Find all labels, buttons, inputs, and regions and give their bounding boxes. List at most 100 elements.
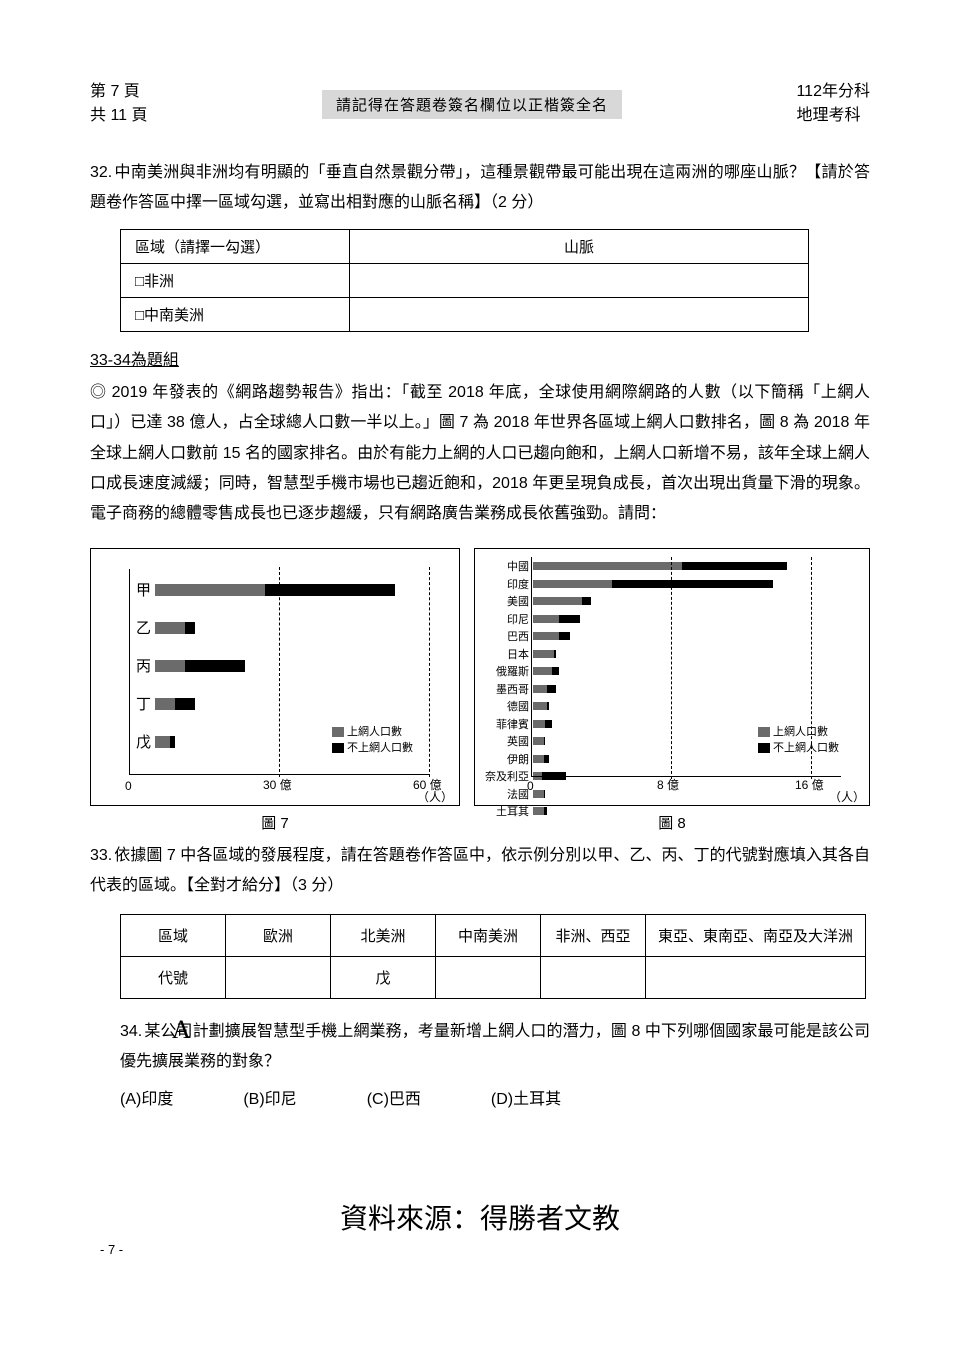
chart8-bar-label: 奈及利亞: [485, 768, 533, 784]
legend-online-8: 上網人口數: [758, 724, 839, 741]
chart8-grid-1: [671, 557, 672, 779]
chart8-bar-label: 日本: [485, 646, 533, 662]
q33-r1c4: 非洲、西亞: [541, 914, 646, 956]
chart8-bar-label: 伊朗: [485, 751, 533, 767]
q33-r2c0: 代號: [121, 956, 226, 998]
chart8-bar-online: [533, 667, 552, 675]
chart7-bar-offline: [175, 698, 195, 710]
chart8-bar-offline: [582, 597, 591, 605]
q34-text: 某公司計劃擴展智慧型手機上網業務，考量新增上網人口的潛力，圖 8 中下列哪個國家…: [120, 1023, 870, 1070]
chart7-bar-online: [155, 584, 265, 596]
q34-number: 34.: [120, 1023, 142, 1040]
chart8-bar-label: 美國: [485, 593, 533, 609]
q32-row2-blank: [350, 297, 809, 331]
chart8-bar-offline: [552, 667, 559, 675]
legend-online: 上網人口數: [332, 724, 413, 741]
chart8-bar-online: [533, 632, 559, 640]
chart7-bar-online: [155, 660, 185, 672]
chart7-unit: （人）: [417, 788, 453, 805]
q32-col1-header: 區域（請擇一勾選）: [121, 229, 350, 263]
page-total: 共 11 頁: [90, 104, 148, 128]
chart8-bar-offline: [544, 807, 548, 815]
chart8-wrapper: 中國印度美國印尼巴西日本俄羅斯墨西哥德國菲律賓英國伊朗奈及利亞法國土耳其 0 8…: [474, 548, 870, 833]
chart8-bar-label: 法國: [485, 786, 533, 802]
legend-offline-8: 不上網人口數: [758, 740, 839, 757]
chart8-bar-offline: [544, 737, 546, 745]
chart8-bar-online: [533, 650, 554, 658]
chart7-bar-offline: [185, 622, 195, 634]
q33: 33.依據圖 7 中各區域的發展程度，請在答題卷作答區中，依示例分別以甲、乙、丙…: [90, 841, 870, 902]
chart8-bar-online: [533, 790, 544, 798]
header-instruction: 請記得在答題卷簽名欄位以正楷簽全名: [322, 90, 622, 119]
q33-row2: 代號 戊: [121, 956, 866, 998]
q34-opt-a: (A)印度: [120, 1085, 173, 1109]
chart8-bar-offline: [682, 562, 787, 570]
chart8-bar-offline: [545, 720, 552, 728]
chart7-grid-1: [279, 567, 280, 777]
q34-opt-c: (C)巴西: [367, 1085, 421, 1109]
chart8-bar-online: [533, 807, 544, 815]
q34-opt-d: (D)土耳其: [491, 1085, 561, 1109]
q33-r2c4: [541, 956, 646, 998]
chart7-bar-online: [155, 622, 185, 634]
chart8-tick0: 0: [527, 779, 534, 793]
chart8-bar-label: 中國: [485, 558, 533, 574]
chart8-bar-label: 英國: [485, 733, 533, 749]
chart8-tick1: 8 億: [657, 776, 679, 793]
group-label: 33-34為題組: [90, 346, 870, 370]
chart8-bar-label: 俄羅斯: [485, 663, 533, 679]
chart7-tick0: 0: [125, 779, 132, 793]
q32-row1-blank: [350, 263, 809, 297]
q33-r2c5: [646, 956, 866, 998]
chart8-bar-online: [533, 720, 545, 728]
q33-text: 依據圖 7 中各區域的發展程度，請在答題卷作答區中，依示例分別以甲、乙、丙、丁的…: [90, 847, 870, 894]
chart7-bar-row: 乙: [129, 611, 395, 645]
chart8-bar-online: [533, 737, 544, 745]
chart8-bar-offline: [544, 755, 549, 763]
q32-table: 區域（請擇一勾選） 山脈 □非洲 □中南美洲: [120, 229, 809, 332]
chart8-bar-offline: [559, 632, 570, 640]
passage-marker: ◎: [90, 384, 107, 401]
q33-r1c2: 北美洲: [331, 914, 436, 956]
chart8-bar-label: 印尼: [485, 611, 533, 627]
chart8-bar-online: [533, 597, 582, 605]
page-header: 第 7 頁 共 11 頁 請記得在答題卷簽名欄位以正楷簽全名 112年分科 地理…: [90, 80, 870, 128]
chart8-bar-offline: [544, 790, 546, 798]
chart8-bar-offline: [612, 580, 773, 588]
header-page-info: 第 7 頁 共 11 頁: [90, 80, 148, 128]
chart8-bar-online: [533, 615, 559, 623]
chart7-grid-2: [429, 567, 430, 777]
q34-handwritten-answer: A: [172, 1015, 191, 1045]
chart7-wrapper: 甲乙丙丁戊 0 30 億 60 億 （人） 上網人口數 不上網人口數 圖 7: [90, 548, 460, 833]
chart7-bar-offline: [170, 736, 175, 748]
chart7-bar-online: [155, 736, 170, 748]
chart7-bar-online: [155, 698, 175, 710]
chart7-bar-label: 戊: [129, 731, 155, 752]
q33-r2c2: 戊: [331, 956, 436, 998]
chart8-bar-label: 巴西: [485, 628, 533, 644]
q33-number: 33.: [90, 847, 112, 864]
chart8-bar-offline: [554, 650, 556, 658]
chart7-bar-row: 丁: [129, 687, 395, 721]
page-current: 第 7 頁: [90, 80, 148, 104]
chart8-tick2: 16 億: [795, 776, 824, 793]
chart7-legend: 上網人口數 不上網人口數: [332, 724, 413, 757]
chart8-bar-offline: [547, 685, 556, 693]
chart7-yaxis: [129, 569, 130, 775]
charts-row: 甲乙丙丁戊 0 30 億 60 億 （人） 上網人口數 不上網人口數 圖 7: [90, 548, 870, 833]
q33-table: 區域 歐洲 北美洲 中南美洲 非洲、西亞 東亞、東南亞、南亞及大洋洲 代號 戊: [120, 914, 866, 999]
passage: ◎ 2019 年發表的《網路趨勢報告》指出：「截至 2018 年底，全球使用網際…: [90, 378, 870, 530]
chart8-bar-label: 墨西哥: [485, 681, 533, 697]
chart8-bar-online: [533, 685, 547, 693]
chart8-bar-online: [533, 702, 547, 710]
exam-subject: 地理考科: [796, 104, 870, 128]
q34-options: (A)印度 (B)印尼 (C)巴西 (D)土耳其: [120, 1085, 870, 1109]
q32: 32.中南美洲與非洲均有明顯的「垂直自然景觀分帶」，這種景觀帶最可能出現在這兩洲…: [90, 158, 870, 219]
footer-handwritten: 資料來源：得勝者文教: [0, 1197, 960, 1237]
chart8-bar-label: 德國: [485, 698, 533, 714]
chart8-bar-online: [533, 562, 682, 570]
chart7-bar-offline: [185, 660, 245, 672]
q33-r2c1: [226, 956, 331, 998]
q32-row1: □非洲: [121, 263, 350, 297]
chart8-bar-label: 印度: [485, 576, 533, 592]
